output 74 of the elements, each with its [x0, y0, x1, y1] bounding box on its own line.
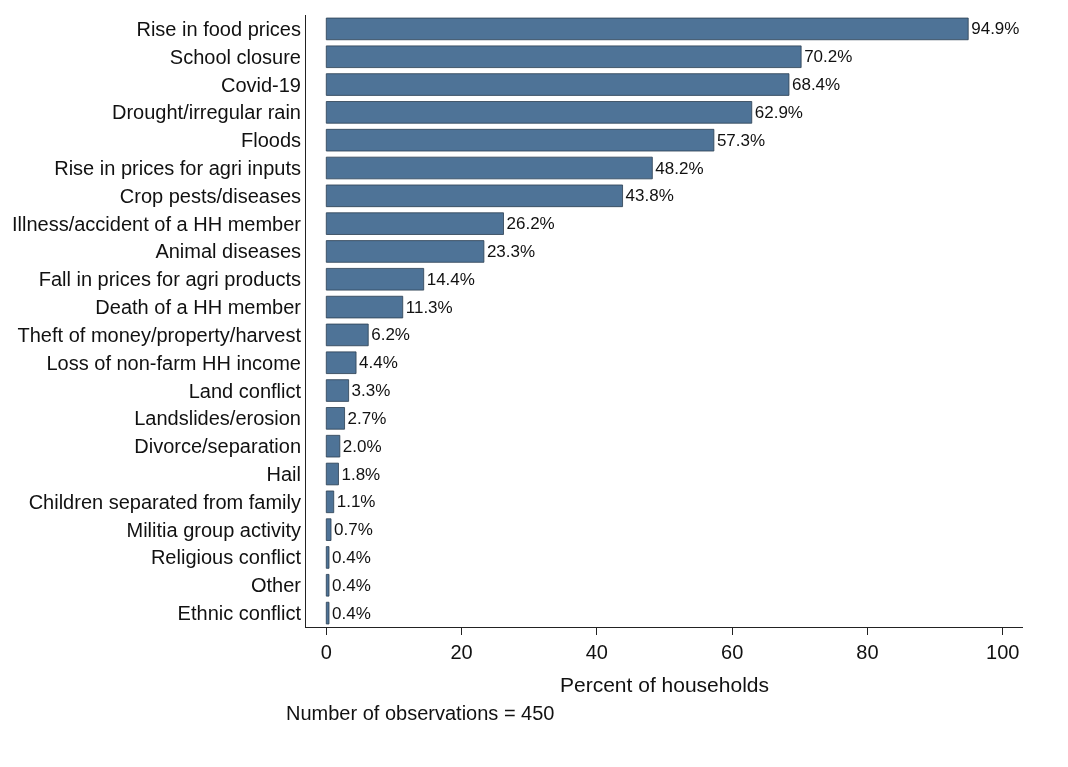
data-label: 70.2%: [804, 47, 853, 67]
bar: [325, 351, 357, 374]
y-tick-label: School closure: [169, 45, 301, 68]
data-label: 11.3%: [405, 297, 453, 317]
data-label: 3.3%: [351, 381, 391, 401]
bar: [325, 518, 332, 541]
y-tick-label: Landslides/erosion: [134, 407, 301, 430]
bar: [325, 268, 425, 291]
y-tick-label: Militia group activity: [126, 518, 301, 541]
bar: [325, 323, 369, 347]
bar: [325, 212, 504, 235]
bar: [325, 73, 790, 96]
bar: [325, 379, 350, 402]
bar: [325, 156, 653, 180]
data-label: 68.4%: [791, 75, 841, 95]
data-label: 94.9%: [971, 19, 1020, 39]
bar: [325, 546, 330, 569]
y-tick-label: Other: [250, 574, 302, 597]
bar: [325, 407, 345, 430]
y-tick-label: Hail: [266, 463, 301, 485]
data-label: 2.0%: [342, 436, 382, 456]
y-tick-label: Rise in food prices: [136, 17, 301, 40]
data-label: 1.1%: [336, 492, 376, 512]
data-label: 26.2%: [506, 214, 555, 234]
y-tick-label: Religious conflict: [150, 546, 302, 569]
x-axis-title: Percent of households: [560, 673, 769, 697]
y-tick-label: Divorce/separation: [134, 435, 301, 458]
data-label: 0.4%: [332, 603, 371, 623]
data-label: 43.8%: [625, 186, 674, 206]
bar: [325, 184, 623, 208]
data-label: 6.2%: [371, 325, 410, 345]
data-label: 48.2%: [655, 158, 704, 178]
data-label: 0.4%: [332, 575, 371, 595]
y-tick-label: Illness/accident of a HH member: [11, 212, 302, 235]
bar: [325, 434, 341, 458]
data-label: 0.7%: [334, 520, 373, 540]
y-tick-label: Floods: [240, 129, 301, 152]
bar: [325, 574, 330, 597]
bar: [325, 101, 753, 124]
bar: [325, 462, 339, 486]
y-tick-label: Covid-19: [220, 73, 301, 96]
y-tick-label: Children separated from family: [28, 490, 301, 513]
x-tick-label: 80: [856, 641, 879, 663]
data-label: 1.8%: [341, 464, 381, 484]
bar: [325, 45, 802, 68]
bar: [325, 128, 715, 152]
y-tick-label: Crop pests/diseases: [119, 184, 301, 207]
text: Number of observations = 450: [286, 702, 555, 724]
x-tick-label: 40: [585, 641, 608, 663]
x-tick-label: 100: [986, 641, 1020, 663]
y-tick-label: Drought/irregular rain: [112, 101, 301, 124]
data-label: 4.4%: [359, 353, 398, 373]
y-tick-label: Ethnic conflict: [177, 602, 302, 625]
x-tick-label: 20: [450, 641, 473, 663]
bar: [325, 240, 485, 263]
bar: [325, 490, 335, 514]
data-label: 57.3%: [716, 130, 766, 150]
x-tick-label: 0: [320, 641, 332, 663]
y-tick-label: Animal diseases: [155, 240, 301, 263]
bar: [325, 601, 330, 625]
x-tick-label: 60: [721, 641, 744, 663]
data-label: 23.3%: [486, 241, 536, 261]
y-tick-label: Loss of non-farm HH income: [46, 351, 301, 374]
data-label: 14.4%: [426, 269, 475, 289]
data-label: 0.4%: [332, 547, 371, 567]
y-tick-label: Rise in prices for agri inputs: [54, 157, 301, 179]
data-label: 62.9%: [754, 102, 803, 122]
y-tick-label: Land conflict: [188, 379, 302, 402]
y-tick-label: Theft of money/property/harvest: [17, 323, 302, 346]
y-tick-label: Fall in prices for agri products: [38, 268, 301, 291]
data-label: 2.7%: [347, 408, 387, 428]
bar: [325, 295, 404, 319]
bar: [325, 17, 969, 41]
y-tick-label: Death of a HH member: [95, 296, 302, 319]
